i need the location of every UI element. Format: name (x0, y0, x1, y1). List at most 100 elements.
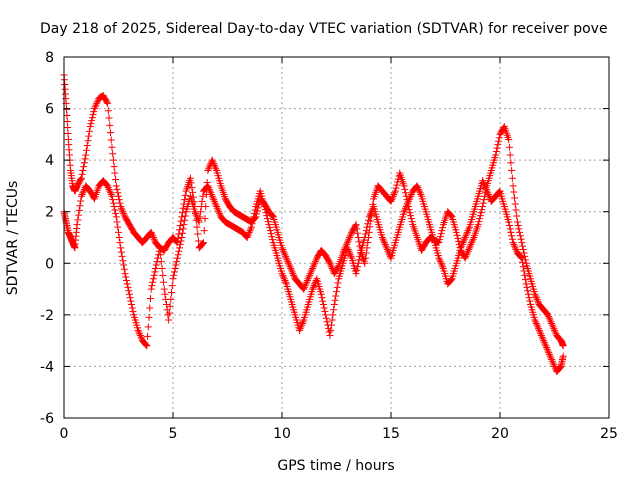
data-point (511, 244, 519, 252)
data-point (392, 184, 400, 192)
data-point (388, 194, 396, 202)
data-point (484, 189, 492, 197)
data-point (209, 194, 217, 202)
data-point (149, 275, 157, 283)
data-point (287, 266, 295, 274)
data-point (407, 215, 415, 223)
plot-frame (63, 56, 610, 419)
data-point (112, 175, 120, 183)
data-point (390, 191, 398, 199)
data-point (516, 232, 524, 240)
data-point (117, 244, 125, 252)
data-point (169, 275, 177, 283)
data-point (505, 221, 513, 229)
data-point (110, 203, 118, 211)
data-point (453, 231, 461, 239)
data-point (513, 218, 521, 226)
data-point (447, 276, 455, 284)
data-point (463, 228, 471, 236)
data-point (149, 278, 157, 286)
data-point (84, 137, 92, 145)
data-point (64, 123, 72, 131)
data-point (303, 278, 311, 286)
data-point (518, 239, 526, 247)
data-point (520, 267, 528, 275)
data-point (107, 136, 115, 144)
data-point (551, 326, 558, 334)
data-point (544, 311, 552, 319)
data-point (325, 328, 333, 336)
data-point (531, 290, 539, 298)
data-point (262, 209, 270, 217)
data-point (515, 225, 523, 233)
data-point (546, 316, 554, 324)
data-point (391, 189, 399, 197)
data-point (408, 218, 416, 226)
data-point (118, 206, 126, 214)
data-point (332, 292, 340, 300)
data-point (382, 242, 390, 250)
data-point (331, 296, 339, 304)
data-point (388, 196, 396, 204)
data-point (540, 337, 548, 345)
data-point (511, 194, 519, 202)
data-point (120, 265, 128, 273)
data-point (127, 297, 135, 305)
data-point (204, 166, 212, 174)
data-point (178, 213, 186, 221)
data-point (355, 256, 363, 264)
data-point (384, 247, 392, 255)
data-point (77, 175, 85, 183)
data-point (178, 229, 186, 237)
y-tick-label: 8 (45, 50, 54, 66)
data-point (323, 318, 331, 326)
data-point (393, 181, 401, 189)
y-tick-label: 4 (45, 153, 54, 169)
data-point (462, 252, 470, 260)
data-point (475, 218, 483, 226)
data-point (93, 98, 101, 106)
data-point (250, 213, 258, 221)
data-point (178, 234, 186, 241)
data-point (175, 247, 183, 255)
data-point (513, 212, 521, 220)
data-point (120, 211, 128, 219)
data-point (415, 185, 423, 193)
data-point (157, 258, 165, 266)
data-point (480, 180, 488, 188)
data-point (247, 223, 255, 231)
data-point (545, 350, 553, 358)
data-point (118, 252, 126, 260)
data-point (162, 301, 170, 309)
data-point (307, 268, 315, 276)
data-point (378, 234, 386, 241)
data-point (447, 211, 455, 219)
data-point (173, 258, 181, 266)
data-point (205, 184, 213, 192)
data-point (136, 330, 144, 338)
y-tick-label: -4 (40, 359, 54, 375)
data-point (207, 189, 215, 197)
data-point (107, 189, 115, 197)
data-point (286, 263, 294, 271)
data-point (249, 216, 257, 224)
data-point (545, 314, 553, 322)
data-point (463, 249, 471, 257)
data-point (104, 182, 112, 190)
data-point (125, 287, 133, 295)
data-point (306, 270, 314, 278)
data-point (505, 143, 513, 151)
data-point (507, 228, 515, 236)
data-point (347, 252, 355, 260)
data-point (545, 313, 553, 321)
data-point (543, 345, 551, 353)
data-point (90, 108, 98, 116)
data-point (548, 319, 556, 327)
data-point (436, 233, 444, 241)
data-point (79, 189, 87, 197)
data-point (346, 232, 354, 240)
data-point (509, 239, 517, 247)
data-point (211, 163, 219, 171)
data-point (134, 326, 142, 334)
data-point (463, 230, 471, 238)
